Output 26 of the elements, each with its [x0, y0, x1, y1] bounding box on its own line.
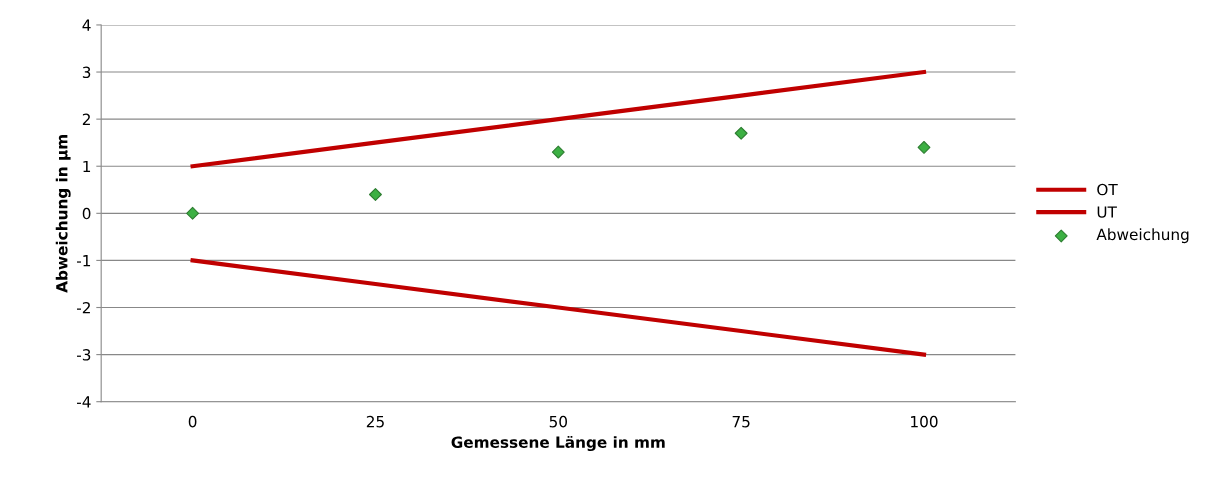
line-series	[190, 69, 927, 169]
x-tick-label: 25	[366, 415, 384, 428]
legend-label: OT	[1097, 183, 1118, 196]
point	[734, 126, 748, 140]
point	[369, 188, 382, 201]
x-tick-label: 100	[911, 415, 938, 428]
x-tick-label: 50	[549, 415, 568, 428]
y-tick-label: -2	[76, 301, 90, 314]
y-tick-label: -3	[76, 349, 91, 361]
y-tick-label: 2	[82, 113, 90, 125]
y-tick-label: 1	[83, 160, 91, 173]
point	[917, 140, 931, 154]
line-series	[190, 258, 927, 357]
y-tick-label: 3	[82, 66, 91, 79]
x-tick-label: 75	[732, 416, 750, 428]
legend-label: UT	[1097, 206, 1117, 218]
y-tick-label: -4	[76, 396, 91, 408]
point	[186, 206, 200, 220]
x-tick-label: 0	[188, 415, 197, 428]
point	[551, 145, 565, 159]
y-axis-title: Abweichung in µm	[55, 135, 71, 293]
x-axis-title: Gemessene Länge in mm	[451, 435, 665, 452]
y-tick-label: -1	[76, 255, 91, 267]
y-tick-label: 4	[82, 19, 91, 31]
y-tick-label: 0	[82, 207, 91, 220]
legend-label: Abweichung	[1096, 228, 1189, 244]
